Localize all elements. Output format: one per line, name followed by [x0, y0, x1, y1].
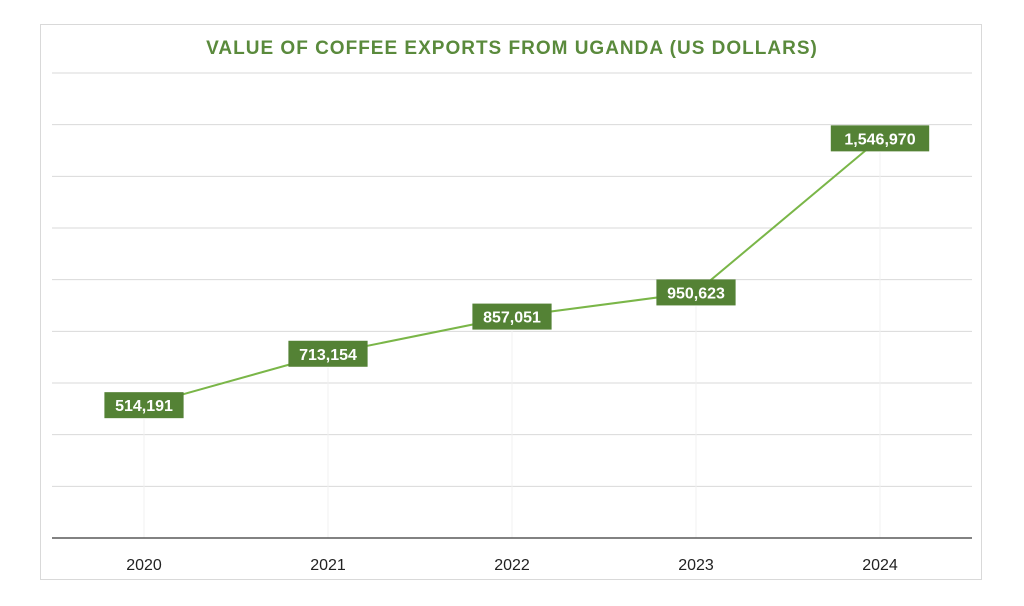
data-label-2020: 514,191	[104, 392, 184, 419]
gridlines	[52, 72, 972, 487]
data-label-2024: 1,546,970	[830, 125, 930, 152]
data-label-text: 950,623	[667, 285, 725, 302]
data-label-box	[104, 392, 184, 419]
x-tick-label-2020: 2020	[126, 557, 162, 574]
chart-title: VALUE OF COFFEE EXPORTS FROM UGANDA (US …	[206, 38, 818, 59]
data-label-text: 514,191	[115, 398, 173, 415]
data-label-text: 1,546,970	[844, 131, 915, 148]
x-tick-label-2022: 2022	[494, 557, 530, 574]
x-tick-label-2021: 2021	[310, 557, 346, 574]
x-tick-label-2023: 2023	[678, 557, 714, 574]
data-label-box	[472, 303, 552, 330]
data-label-text: 857,051	[483, 310, 541, 327]
data-label-box	[656, 279, 736, 306]
x-tick-labels: 2020 2021 2022 2023 2024	[126, 557, 898, 574]
data-label-2023: 950,623	[656, 279, 736, 306]
data-labels: 514,191 713,154 857,051 950,623 1,546,970	[104, 125, 930, 419]
x-tick-label-2024: 2024	[862, 557, 898, 574]
data-label-2022: 857,051	[472, 303, 552, 330]
data-label-2021: 713,154	[288, 340, 368, 367]
chart-frame	[40, 24, 982, 580]
vertical-gridlines	[143, 152, 881, 538]
data-label-box	[288, 340, 368, 367]
data-label-box	[830, 125, 930, 152]
data-label-text: 713,154	[299, 347, 357, 364]
